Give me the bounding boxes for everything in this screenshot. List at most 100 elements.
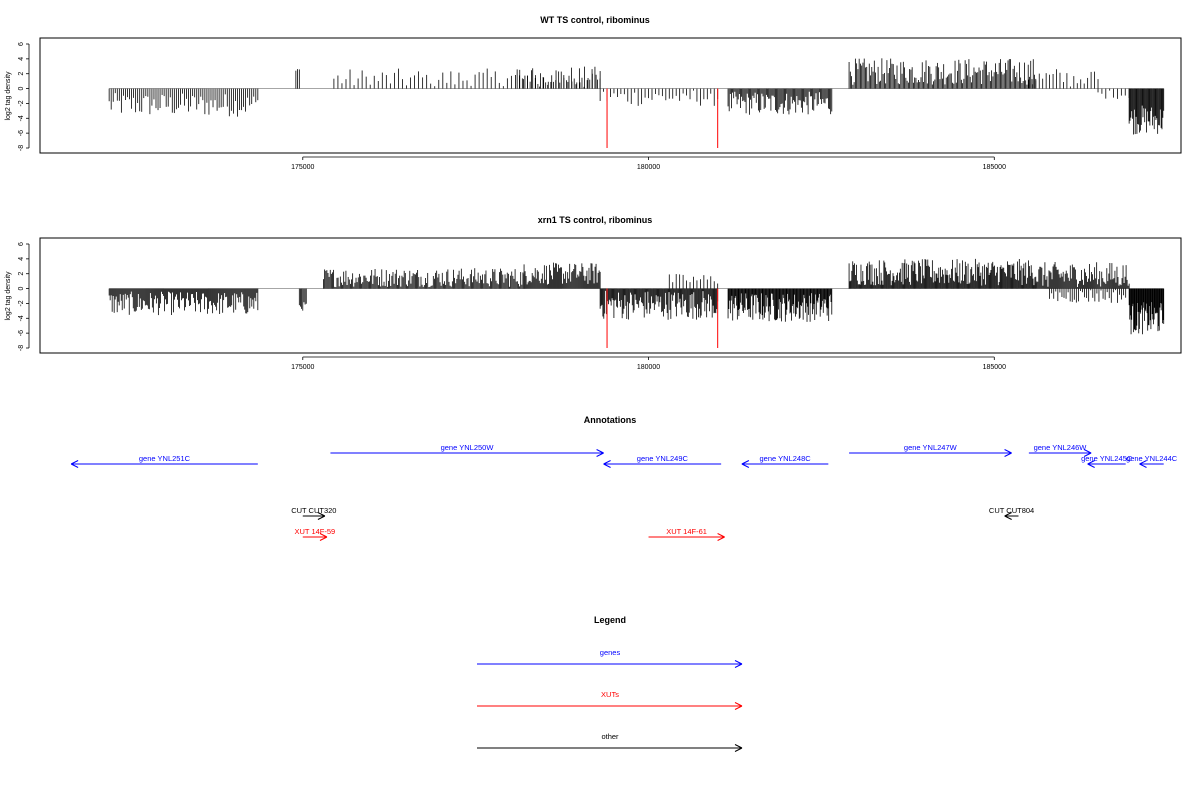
xrn1-plot-frame: [39, 237, 1182, 354]
xrn1-panel: xrn1 TS control, ribominus log2 tag dens…: [5, 215, 1182, 371]
annotation-arrow-head: [603, 463, 611, 468]
x-tick-label: 180000: [637, 164, 660, 171]
y-tick-label: 0: [18, 287, 25, 291]
annotation-label: gene YNL248C: [760, 454, 812, 463]
y-tick-label: -2: [18, 300, 25, 306]
annotation-gene: gene YNL247W: [849, 443, 1012, 457]
x-tick-label: 185000: [983, 164, 1006, 171]
legend-item-xut: XUTs: [477, 690, 743, 710]
annotation-label: gene YNL251C: [139, 454, 191, 463]
y-tick-label: 2: [18, 272, 25, 276]
y-tick-label: -8: [18, 145, 25, 151]
annotation-label: CUT CUT320: [291, 506, 336, 515]
legend-label: XUTs: [601, 690, 619, 699]
annotation-other: CUT CUT804: [989, 506, 1034, 520]
y-tick-label: 0: [18, 87, 25, 91]
annotation-gene: gene YNL249C: [603, 454, 722, 468]
annotation-arrow-head: [1083, 449, 1092, 454]
y-tick-label: 4: [18, 57, 25, 61]
legend-arrow-head: [734, 744, 743, 749]
wt-y-axis: 6 4 2 0 -2 -4 -6 -8: [18, 42, 30, 151]
wt-y-axis-label: log2 tag density: [5, 71, 12, 121]
annotation-arrow-head: [70, 460, 79, 465]
annotation-features: gene YNL251C gene YNL250W gene YNL249C gene…: [70, 443, 1178, 541]
annotation-other: CUT CUT320: [291, 506, 336, 520]
annotation-arrow-head: [1004, 449, 1012, 454]
annotation-arrow-head: [596, 452, 604, 457]
legend-item-other: other: [477, 732, 743, 752]
legend-label: other: [601, 732, 619, 741]
annotation-label: CUT CUT804: [989, 506, 1034, 515]
annotation-label: gene YNL245C: [1081, 454, 1133, 463]
annotation-arrow-head: [596, 449, 604, 454]
xrn1-y-axis-label: log2 tag density: [5, 271, 12, 321]
x-tick-label: 175000: [291, 164, 314, 171]
annotation-gene: gene YNL251C: [70, 454, 258, 468]
legend-arrow-head: [734, 660, 743, 665]
annotation-label: gene YNL249C: [637, 454, 689, 463]
annotation-arrow-head: [1004, 515, 1012, 520]
annotation-label: gene YNL244C: [1126, 454, 1178, 463]
wt-panel: WT TS control, ribominus log2 tag densit…: [5, 15, 1182, 171]
xrn1-x-axis: 175000 180000 185000: [291, 356, 1006, 371]
annotation-gene: gene YNL245C: [1081, 454, 1133, 468]
annotation-label: gene YNL247W: [904, 443, 958, 452]
annotations-title: Annotations: [584, 415, 637, 425]
annotation-arrow-head: [317, 512, 326, 517]
xrn1-bars: [108, 258, 1165, 348]
annotation-arrow-head: [317, 515, 326, 520]
xrn1-panel-title: xrn1 TS control, ribominus: [538, 215, 653, 225]
annotation-gene: gene YNL250W: [330, 443, 604, 457]
legend-item-gene: genes: [477, 648, 743, 668]
wt-bars: [108, 58, 1165, 148]
y-tick-label: -8: [18, 345, 25, 351]
annotation-arrow-head: [1004, 452, 1012, 457]
x-tick-label: 175000: [291, 364, 314, 371]
y-tick-label: -6: [18, 330, 25, 336]
annotation-arrow-head: [1083, 452, 1092, 457]
xrn1-y-axis: 6 4 2 0 -2 -4 -6 -8: [18, 242, 30, 351]
annotation-arrow-head: [319, 533, 328, 538]
y-tick-label: 6: [18, 42, 25, 46]
legend: Legend genes XUTs other: [477, 615, 743, 752]
legend-label: genes: [600, 648, 621, 657]
annotation-arrow-head: [1087, 460, 1095, 465]
annotation-label: gene YNL246W: [1034, 443, 1088, 452]
annotation-gene: gene YNL246W: [1028, 443, 1092, 457]
legend-title: Legend: [594, 615, 626, 625]
annotation-label: XUT 14F-61: [666, 527, 707, 536]
annotation-xut: XUT 14F-61: [648, 527, 725, 541]
wt-plot-frame: [39, 37, 1182, 154]
annotation-arrow-head: [717, 533, 725, 538]
y-tick-label: -2: [18, 100, 25, 106]
x-tick-label: 185000: [983, 364, 1006, 371]
y-tick-label: -4: [18, 315, 25, 321]
annotation-arrow-head: [741, 463, 750, 468]
legend-arrow-head: [734, 747, 743, 752]
y-tick-label: -6: [18, 130, 25, 136]
annotation-gene: gene YNL248C: [741, 454, 829, 468]
annotation-label: XUT 14F-59: [295, 527, 336, 536]
legend-items: genes XUTs other: [477, 648, 743, 752]
y-tick-label: -4: [18, 115, 25, 121]
y-tick-label: 4: [18, 257, 25, 261]
legend-arrow-head: [734, 663, 743, 668]
annotation-label: gene YNL250W: [441, 443, 495, 452]
y-tick-label: 6: [18, 242, 25, 246]
y-tick-label: 2: [18, 72, 25, 76]
annotation-arrow-head: [603, 460, 611, 465]
wt-panel-title: WT TS control, ribominus: [540, 15, 650, 25]
annotation-xut: XUT 14F-59: [295, 527, 336, 541]
x-tick-label: 180000: [637, 364, 660, 371]
wt-x-axis: 175000 180000 185000: [291, 156, 1006, 171]
legend-arrow-head: [734, 702, 743, 707]
annotation-arrow-head: [741, 460, 750, 465]
annotation-arrow-head: [1087, 463, 1095, 468]
annotation-arrow-head: [717, 536, 725, 541]
legend-arrow-head: [734, 705, 743, 710]
annotation-arrow-head: [1139, 460, 1147, 465]
annotation-arrow-head: [1139, 463, 1147, 468]
annotation-arrow-head: [70, 463, 79, 468]
